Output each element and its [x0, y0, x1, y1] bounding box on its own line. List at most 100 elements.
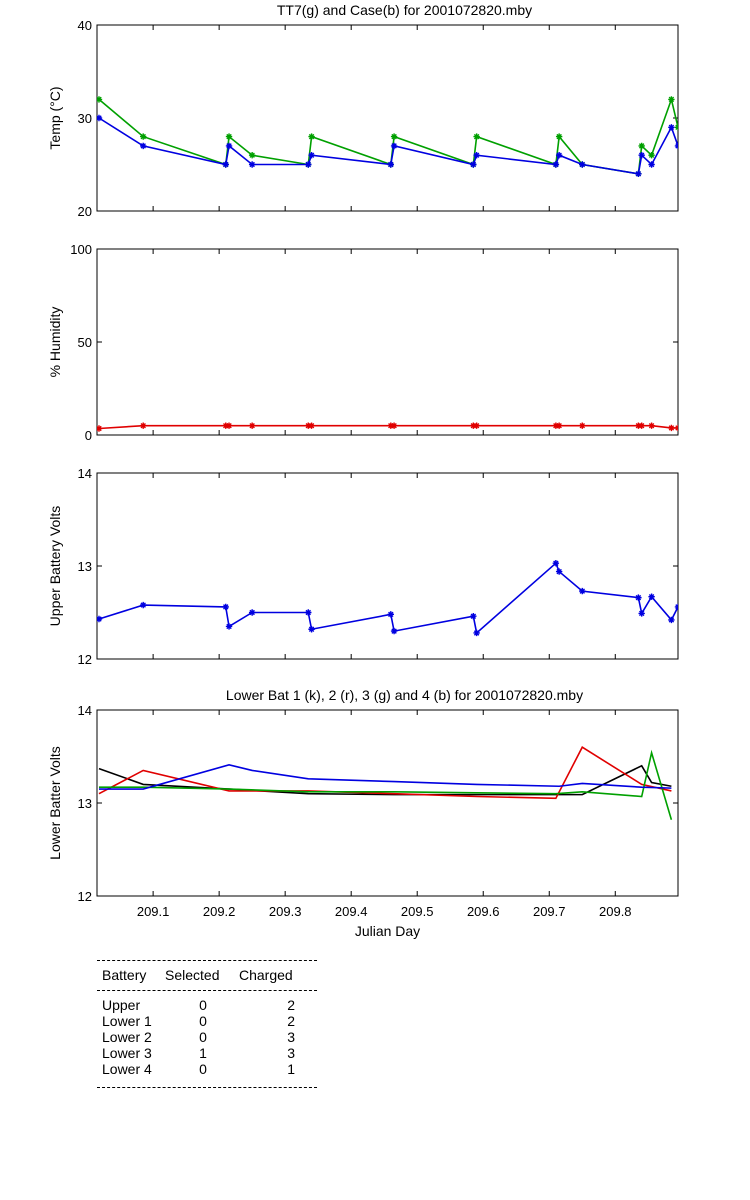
data-point-marker	[390, 627, 398, 635]
data-point-marker	[308, 626, 315, 633]
series-line	[98, 764, 672, 796]
data-point-marker	[635, 594, 642, 601]
data-point-marker	[555, 152, 563, 159]
data-point-marker	[225, 623, 233, 630]
series-line	[98, 561, 678, 635]
plot-area-frame	[96, 24, 679, 212]
data-point-marker	[308, 152, 315, 159]
battery-table: Battery Selected Charged Upper 0 2 Lower…	[97, 960, 317, 1088]
table-row: Upper 0 2	[97, 997, 317, 1013]
data-point-marker	[248, 161, 256, 168]
series-line	[98, 746, 672, 800]
plot-area-frame	[96, 472, 679, 660]
series-upper	[97, 560, 678, 637]
data-point-marker	[390, 142, 398, 150]
series-line	[98, 764, 672, 790]
y-axis-label: Upper Battery Volts	[47, 506, 63, 627]
row-selected: 0	[199, 1061, 207, 1077]
data-point-marker	[225, 142, 233, 150]
y-tick-label: 50	[78, 335, 92, 350]
data-point-marker	[648, 152, 655, 159]
data-point-marker	[552, 560, 560, 567]
x-tick-label: 209.7	[533, 904, 566, 919]
data-point-marker	[552, 161, 560, 168]
data-point-marker	[555, 133, 563, 140]
header-selected: Selected	[165, 967, 220, 983]
y-tick-label: 13	[78, 559, 92, 574]
chart-title: TT7(g) and Case(b) for 2001072820.mby	[277, 2, 532, 18]
header-battery: Battery	[102, 967, 147, 983]
y-axis-label: Temp (°C)	[47, 86, 63, 149]
data-point-marker	[579, 422, 586, 429]
row-charged: 2	[287, 997, 295, 1013]
data-point-marker	[674, 424, 678, 432]
x-tick-label: 209.2	[203, 904, 236, 919]
y-axis-label: Lower Batter Volts	[47, 746, 63, 860]
table-row: Lower 4 0 1	[97, 1061, 317, 1077]
chart-panel-4: Lower Bat 1 (k), 2 (r), 3 (g) and 4 (b) …	[47, 687, 679, 939]
series-line	[98, 749, 673, 820]
data-point-marker	[579, 161, 586, 168]
data-point-marker	[140, 601, 147, 609]
data-point-marker	[305, 422, 312, 429]
data-point-marker	[668, 96, 675, 103]
data-point-marker	[638, 152, 645, 159]
x-tick-label: 209.8	[599, 904, 632, 919]
series-lower-4	[98, 764, 672, 790]
x-axis-label: Julian Day	[355, 923, 420, 939]
data-point-marker	[222, 161, 229, 168]
y-tick-label: 0	[85, 428, 92, 443]
y-tick-label: 14	[78, 703, 92, 718]
data-point-marker	[473, 133, 480, 140]
series-humidity	[97, 422, 678, 432]
y-tick-label: 13	[78, 796, 92, 811]
row-charged: 3	[287, 1045, 295, 1061]
data-point-marker	[97, 114, 103, 122]
chart-panel-1: TT7(g) and Case(b) for 2001072820.mby Tem…	[47, 2, 679, 219]
data-point-marker	[555, 422, 563, 429]
data-point-marker	[555, 568, 563, 575]
row-selected: 0	[199, 1029, 207, 1045]
chart-panel-3: Upper Battery Volts 12 13 14	[47, 466, 679, 667]
data-point-marker	[305, 161, 312, 168]
table-bottom-divider	[97, 1087, 317, 1088]
row-charged: 2	[287, 1013, 295, 1029]
data-point-marker	[635, 170, 642, 177]
data-point-marker	[668, 124, 675, 131]
data-point-marker	[222, 422, 229, 429]
data-point-marker	[473, 422, 480, 429]
chart-panel-2: % Humidity 0 50 100	[47, 242, 679, 443]
row-selected: 1	[199, 1045, 207, 1061]
data-point-marker	[470, 422, 477, 429]
data-point-marker	[305, 609, 312, 616]
data-point-marker	[668, 616, 675, 624]
row-selected: 0	[199, 997, 207, 1013]
data-point-marker	[674, 603, 678, 611]
data-point-marker	[308, 422, 315, 429]
data-point-marker	[387, 161, 395, 168]
data-point-marker	[97, 425, 103, 432]
data-point-marker	[579, 587, 586, 595]
table-row: Lower 1 0 2	[97, 1013, 317, 1029]
data-point-marker	[225, 422, 233, 429]
row-battery: Upper	[102, 997, 141, 1013]
x-tick-label: 209.4	[335, 904, 368, 919]
x-tick-label: 209.5	[401, 904, 434, 919]
data-point-marker	[638, 422, 645, 429]
data-point-marker	[470, 161, 477, 168]
x-tick-label: 209.6	[467, 904, 500, 919]
data-point-marker	[648, 593, 655, 600]
data-point-marker	[638, 142, 645, 150]
chart-title: Lower Bat 1 (k), 2 (r), 3 (g) and 4 (b) …	[226, 687, 583, 703]
data-point-marker	[97, 96, 103, 103]
data-point-marker	[222, 603, 229, 611]
data-point-marker	[473, 152, 480, 159]
header-charged: Charged	[239, 967, 293, 983]
table-header-divider	[97, 990, 317, 991]
data-point-marker	[648, 161, 655, 168]
data-point-marker	[390, 422, 398, 429]
series-lower-1	[98, 764, 672, 796]
plot-area-frame	[96, 248, 679, 436]
table-row: Lower 2 0 3	[97, 1029, 317, 1045]
data-point-marker	[552, 422, 560, 429]
